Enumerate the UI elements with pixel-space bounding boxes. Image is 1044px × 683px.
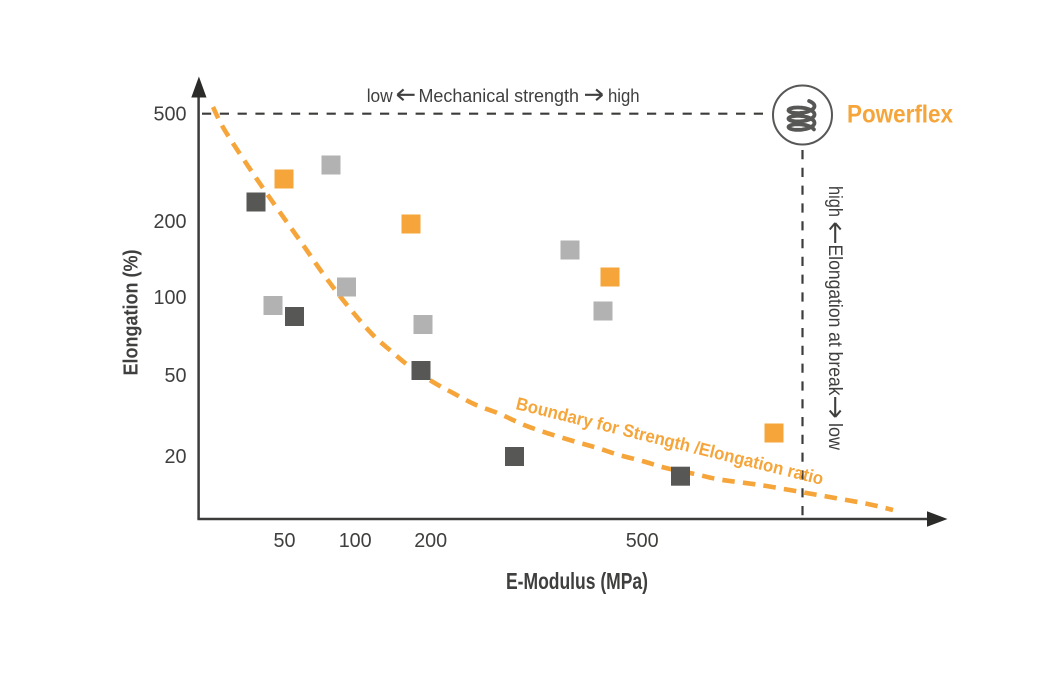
svg-text:Elongation (%): Elongation (%) xyxy=(120,250,143,376)
svg-text:high: high xyxy=(824,186,845,217)
svg-text:Powerflex: Powerflex xyxy=(847,101,953,129)
svg-text:low: low xyxy=(824,423,845,450)
svg-text:100: 100 xyxy=(339,530,372,552)
svg-text:Mechanical strength: Mechanical strength xyxy=(418,85,579,106)
svg-text:200: 200 xyxy=(414,530,447,552)
svg-text:Elongation at break: Elongation at break xyxy=(824,245,845,396)
svg-text:E-Modulus (MPa): E-Modulus (MPa) xyxy=(506,568,648,594)
svg-text:500: 500 xyxy=(626,530,659,552)
svg-text:low: low xyxy=(367,85,394,106)
svg-text:20: 20 xyxy=(165,446,187,468)
svg-text:50: 50 xyxy=(165,365,187,387)
svg-text:high: high xyxy=(608,85,640,106)
svg-text:100: 100 xyxy=(154,287,187,309)
svg-text:500: 500 xyxy=(154,104,187,126)
svg-text:200: 200 xyxy=(154,211,187,233)
svg-text:50: 50 xyxy=(274,530,296,552)
